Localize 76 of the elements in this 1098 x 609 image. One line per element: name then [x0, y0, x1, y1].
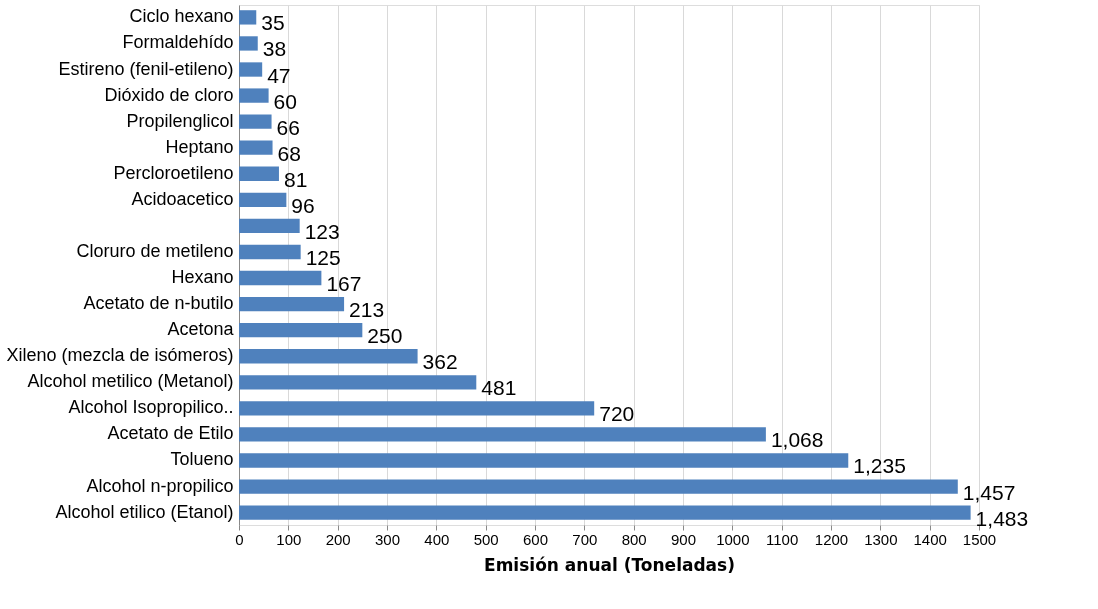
bar	[239, 10, 257, 25]
x-tick-label: 1000	[716, 530, 750, 548]
y-tick-label: Xileno (mezcla de isómeros)	[6, 345, 234, 366]
bar	[239, 62, 263, 77]
data-label: 250	[367, 324, 403, 348]
bar	[239, 375, 477, 390]
x-tick-label: 1100	[766, 530, 799, 548]
y-tick-label: Cloruro de metileno	[76, 240, 234, 261]
bar	[239, 192, 287, 208]
bar	[239, 218, 300, 234]
x-tick-label: 1200	[814, 530, 849, 548]
bar	[239, 453, 849, 468]
x-tick-label: 400	[424, 530, 450, 548]
data-label: 481	[481, 376, 517, 400]
data-label: 1,235	[853, 454, 906, 478]
x-tick-label: 900	[670, 530, 697, 548]
x-axis-title: Emisión anual (Toneladas)	[484, 554, 735, 575]
data-label: 1,068	[770, 428, 824, 452]
data-label: 66	[276, 115, 300, 139]
y-tick-label: Alcohol etilico (Etanol)	[55, 501, 234, 522]
y-tick-label: Dióxido de cloro	[104, 84, 234, 105]
y-tick-label: Percloroetileno	[113, 162, 234, 183]
data-label: 68	[277, 141, 301, 165]
y-tick-label: Acetato de Etilo	[107, 423, 234, 444]
bar	[239, 427, 766, 442]
bar	[239, 114, 272, 129]
y-tick-label: Alcohol metilico (Metanol)	[27, 371, 234, 392]
x-tick-label: 1500	[962, 530, 997, 548]
data-label: 125	[305, 245, 341, 269]
x-tick-label: 0	[235, 530, 244, 548]
data-label: 167	[326, 272, 362, 296]
x-tick-label: 800	[621, 530, 647, 548]
data-label: 213	[349, 298, 385, 322]
y-tick-label: Acetato de n-butilo	[83, 293, 234, 314]
y-tick-label: Acetona	[167, 319, 235, 340]
data-label: 81	[283, 167, 308, 191]
bar	[239, 36, 258, 51]
bar	[239, 349, 418, 364]
data-label: 60	[273, 89, 297, 113]
x-tick-label: 600	[522, 530, 549, 548]
bar	[239, 505, 971, 520]
data-label: 362	[422, 350, 458, 374]
x-tick-label: 1300	[864, 530, 898, 548]
y-tick-label: Alcohol n-propilico	[86, 475, 234, 496]
bar	[239, 401, 595, 416]
data-label: 47	[267, 63, 291, 87]
x-tick-label: 500	[473, 530, 499, 548]
x-tick-label: 700	[572, 530, 598, 548]
x-tick-label: 100	[276, 530, 302, 548]
bar	[239, 296, 345, 312]
bar	[239, 322, 363, 338]
bar	[239, 166, 279, 181]
data-label: 38	[262, 37, 287, 61]
x-tick-label: 300	[374, 530, 401, 548]
data-label: 1,457	[962, 480, 1016, 504]
bar	[239, 479, 958, 494]
y-tick-label: Tolueno	[170, 449, 234, 470]
y-tick-label: Acidoacetico	[131, 188, 234, 209]
bar	[239, 88, 269, 103]
x-tick-label: 200	[325, 530, 351, 548]
y-tick-label: Ciclo hexano	[129, 6, 234, 27]
bar	[239, 244, 301, 260]
x-tick-label: 1400	[913, 530, 947, 548]
bar	[239, 270, 322, 286]
data-label: 1,483	[975, 506, 1029, 530]
data-label: 35	[261, 11, 285, 35]
data-label: 96	[291, 193, 315, 217]
data-label: 720	[599, 402, 635, 426]
y-tick-label: Propilenglicol	[126, 110, 234, 131]
y-tick-label: Hexano	[171, 267, 234, 288]
y-tick-label: Alcohol Isopropilico..	[68, 397, 234, 418]
y-tick-label: Estireno (fenil-etileno)	[58, 58, 234, 79]
y-tick-label: Formaldehído	[122, 32, 234, 53]
y-tick-label: Heptano	[165, 136, 234, 157]
data-label: 123	[304, 219, 340, 243]
bar	[239, 140, 273, 155]
